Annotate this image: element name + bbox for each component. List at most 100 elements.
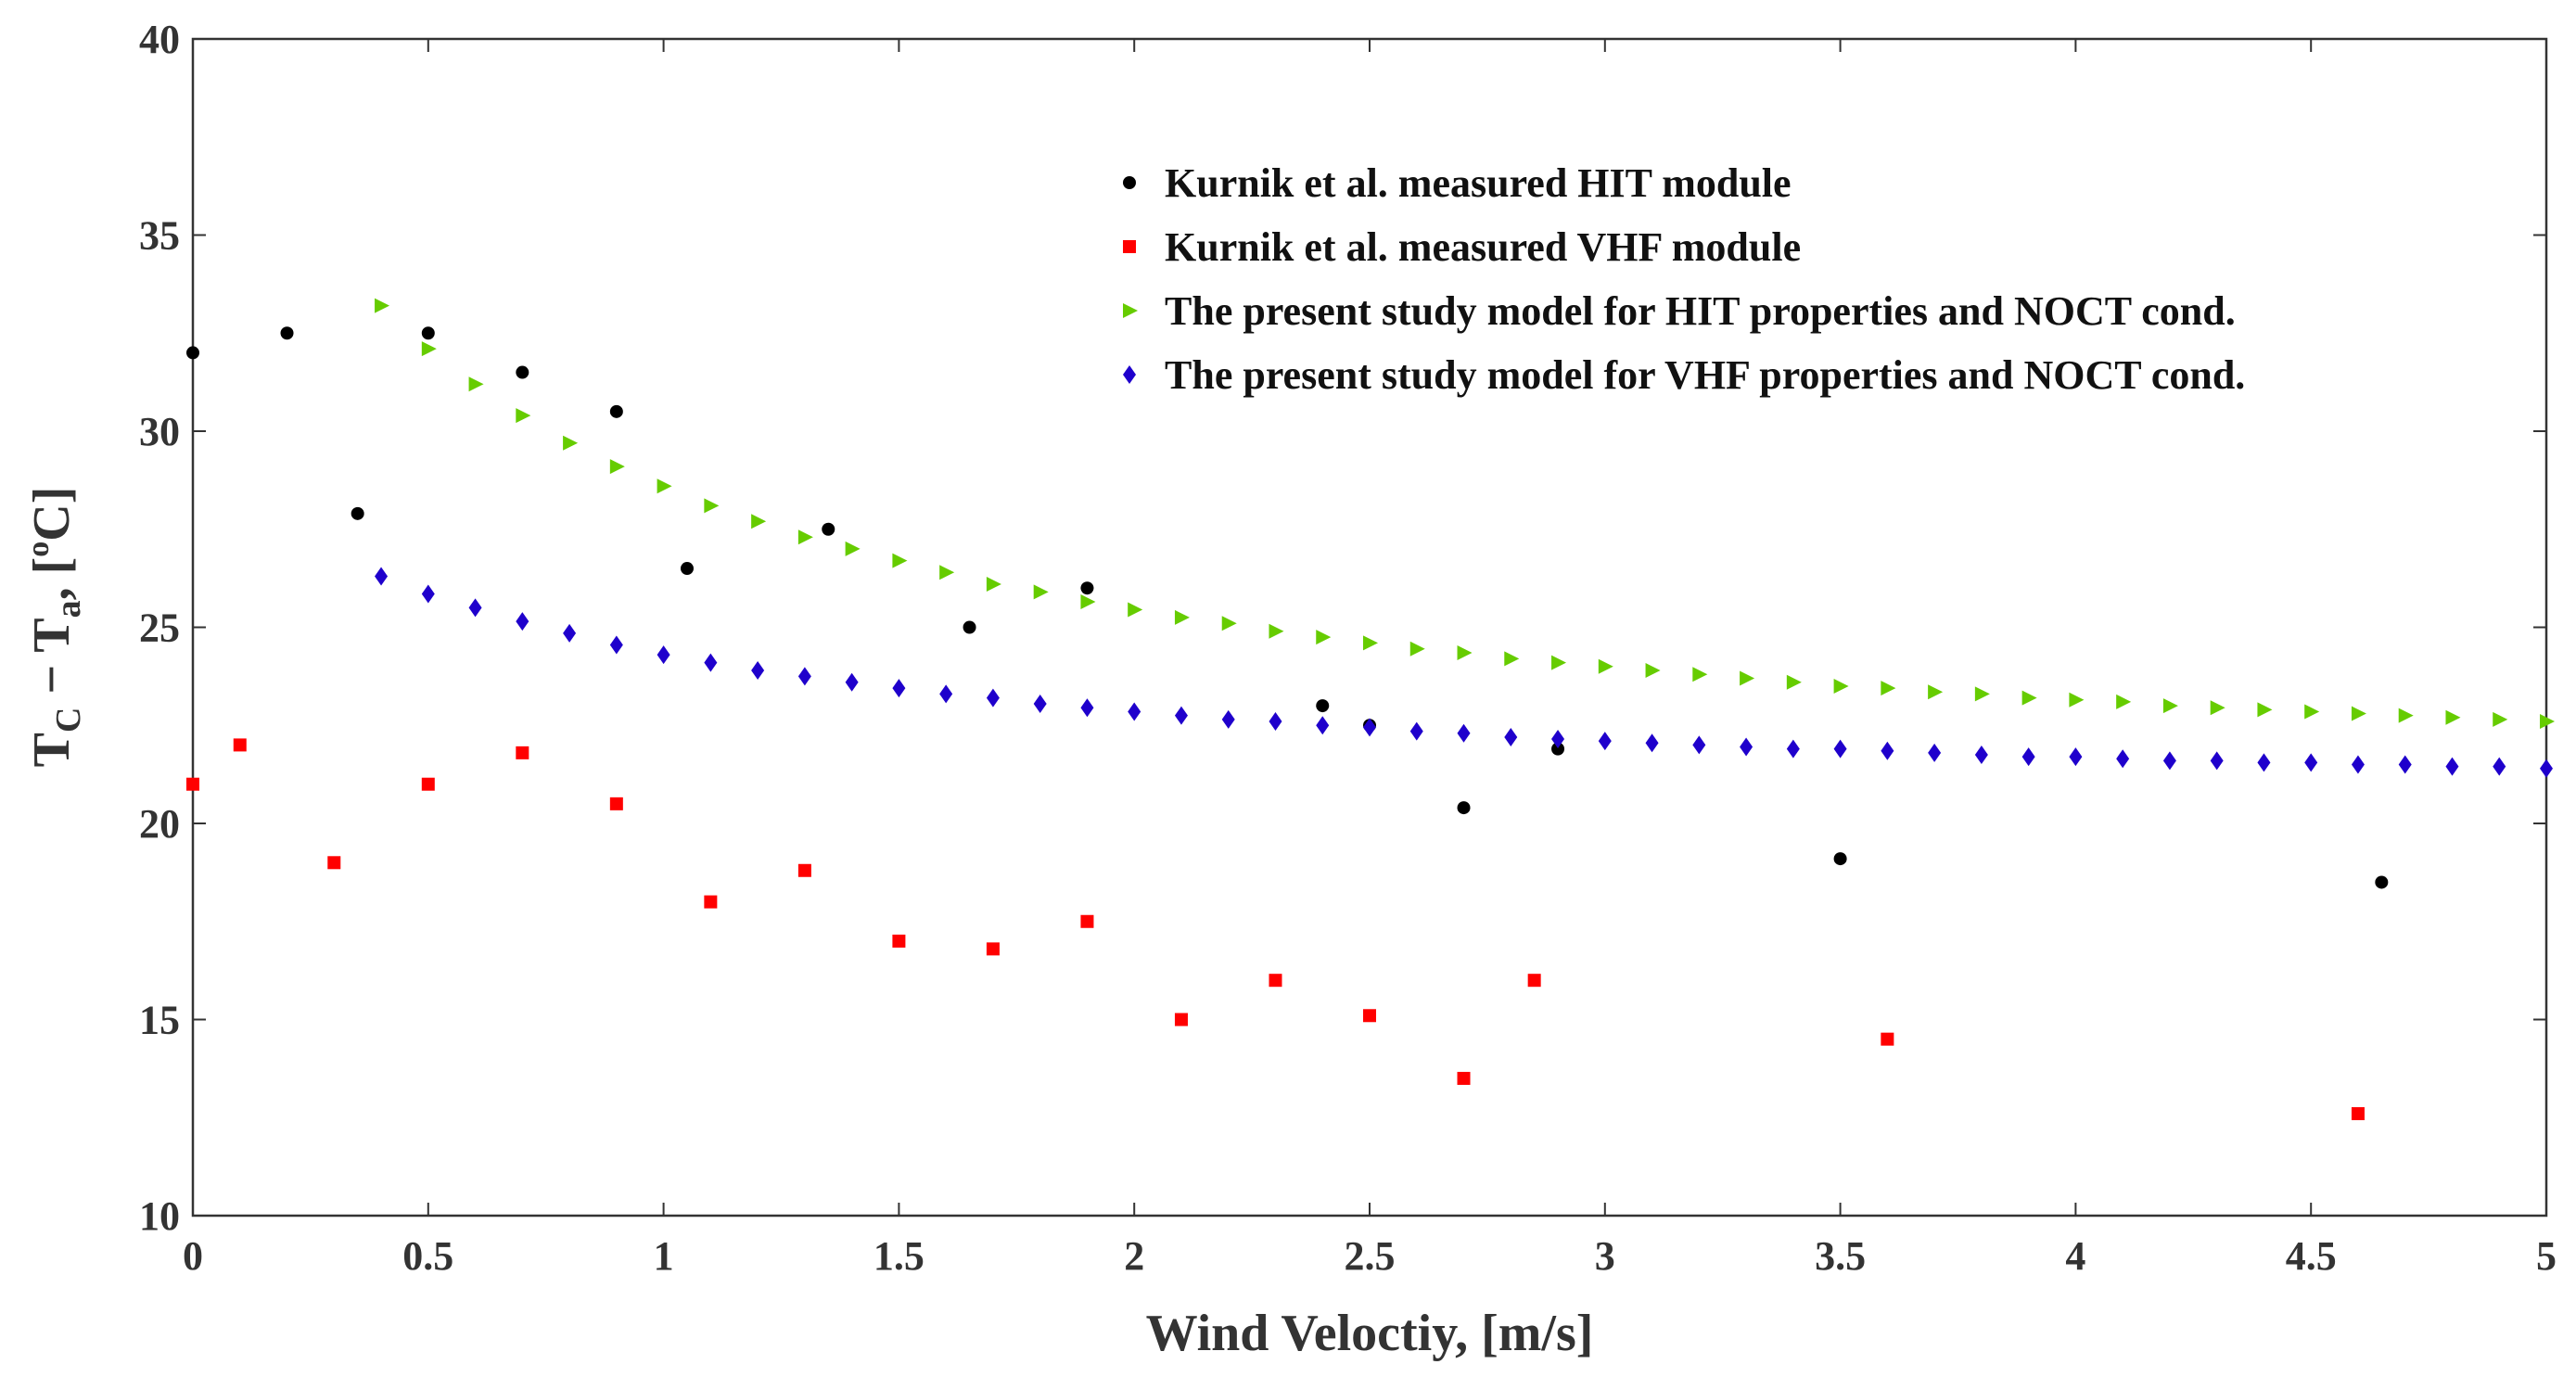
data-point [1080,914,1094,928]
data-point [892,553,908,568]
y-label-sub-a: a [49,600,88,618]
data-point [421,777,435,791]
data-point [351,506,364,520]
data-point [1881,681,1896,696]
data-point [1833,739,1847,759]
data-point [421,341,437,357]
data-point [1221,616,1237,631]
data-point [609,635,623,655]
y-label-unit: C] [23,487,81,542]
data-point [1928,684,1944,700]
data-point [845,672,859,692]
data-point [1692,735,1706,755]
y-label-degree: o [21,542,56,557]
plot-area-frame [191,37,2548,1218]
data-point [939,684,953,704]
data-point [1174,1013,1188,1026]
data-point [1080,594,1096,610]
x-tick-label: 2 [1124,1233,1144,1279]
data-point [704,653,718,672]
legend: Kurnik et al. measured HIT module Kurnik … [1123,160,2245,398]
data-point [1692,667,1708,682]
data-point [186,777,199,791]
data-point [516,365,529,379]
data-point [1457,723,1471,743]
x-axis-label: Wind Veloctiy, [m/s] [1146,1305,1594,1362]
x-tick-label: 4.5 [2286,1233,2337,1279]
y-tick-label: 30 [139,409,180,454]
y-label-base: T [23,733,81,767]
data-point [2351,1107,2365,1121]
data-point [1598,658,1613,674]
data-point [2398,755,2412,774]
data-point [1409,641,1425,657]
data-point [1409,721,1423,741]
data-point [2493,757,2506,776]
y-tick-label: 25 [139,606,180,651]
x-tick-label: 3.5 [1815,1233,1866,1279]
data-point [797,529,813,545]
data-point [2116,749,2130,769]
data-point [609,404,623,418]
data-point [1645,733,1659,753]
data-point [2257,702,2273,718]
data-point [2116,694,2132,709]
y-tick-label: 35 [139,213,180,259]
data-point [1551,742,1565,756]
data-point [1457,1071,1471,1085]
x-tick-label: 1 [654,1233,674,1279]
series-2 [186,738,2365,1121]
x-tick-label: 0 [183,1233,203,1279]
data-point [986,942,1000,956]
data-point [751,661,765,681]
data-point [2162,751,2176,771]
data-point [2540,759,2553,778]
data-point [2162,698,2178,714]
y-tick-label: 15 [139,998,180,1043]
data-point [892,679,906,698]
data-point [2069,747,2083,767]
legend-entry-label: The present study model for VHF properti… [1165,352,2245,398]
data-point [280,326,294,340]
data-point [2445,709,2461,725]
data-point [2351,706,2366,721]
data-point [657,478,672,494]
data-point [1598,732,1612,751]
data-point [609,459,625,475]
data-point [1974,745,1988,764]
x-tick-label: 2.5 [1345,1233,1396,1279]
data-point [1128,602,1143,618]
data-point [1504,651,1520,667]
y-axis-label: TC − Ta, [oC] [21,487,88,768]
data-point [2493,711,2508,727]
data-point [1174,706,1188,725]
data-point [2257,753,2271,772]
data-point [986,576,1001,592]
x-axis-ticks: 0 0.5 1 1.5 2 2.5 3 3.5 4 4.5 5 [183,39,2557,1279]
data-point [704,895,718,909]
data-point [1974,686,1990,702]
data-point [892,934,906,948]
data-point [2210,700,2225,716]
data-point [1080,698,1094,718]
legend-marker [1123,365,1136,384]
data-point [1316,630,1332,645]
data-point [1833,852,1847,866]
data-point [2304,753,2318,772]
data-point [2445,757,2459,776]
data-point [1269,974,1282,988]
data-point [563,435,579,451]
data-point [751,514,767,529]
series-3 [375,298,2555,730]
data-point [421,584,435,604]
data-point [1833,678,1849,694]
data-point [563,623,577,643]
data-point [2540,714,2555,730]
data-point [1740,670,1755,686]
x-tick-label: 4 [2065,1233,2085,1279]
data-point [1128,702,1141,721]
data-point [516,746,529,759]
legend-marker [1123,240,1136,253]
data-point [1316,699,1330,713]
